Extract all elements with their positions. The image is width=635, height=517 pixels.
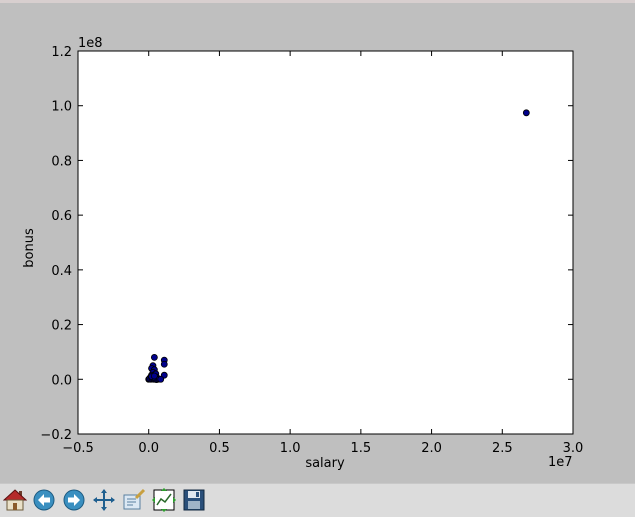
scatter-point	[522, 109, 530, 117]
scatter-point	[150, 353, 158, 361]
forward-arrow-icon	[63, 489, 85, 511]
home-icon	[3, 489, 27, 511]
window-top-border	[0, 0, 635, 3]
back-button[interactable]	[30, 486, 58, 514]
scatter-point	[160, 360, 168, 368]
save-button[interactable]	[180, 486, 208, 514]
y-offset-label: 1e8	[78, 36, 103, 51]
forward-button[interactable]	[60, 486, 88, 514]
x-tick-label: 1.0	[280, 441, 301, 456]
y-tick-label: 0.4	[51, 264, 72, 279]
x-axis-label: salary	[305, 456, 345, 471]
x-tick-label: 0.0	[138, 441, 159, 456]
subplots-config-icon	[152, 488, 176, 512]
scatter-chart: −0.2 0.0 0.2 0.4 0.6 0.8 1.0 1.2 −0.5 0.0 0.5 1.0 1…	[22, 36, 583, 471]
navigation-toolbar	[0, 483, 635, 517]
subplots-button[interactable]	[150, 486, 178, 514]
home-button[interactable]	[1, 486, 29, 514]
y-tick-label: 0.2	[51, 319, 72, 334]
x-tick-label: 2.0	[421, 441, 442, 456]
y-axis-ticks: −0.2 0.0 0.2 0.4 0.6 0.8 1.0 1.2	[40, 45, 573, 443]
x-tick-label: −0.5	[62, 441, 94, 456]
scatter-point	[157, 375, 165, 383]
y-tick-label: 0.6	[51, 209, 72, 224]
scatter-point	[150, 372, 158, 380]
y-tick-label: 1.2	[51, 45, 72, 60]
x-offset-label: 1e7	[548, 455, 573, 470]
y-axis-label: bonus	[22, 228, 37, 268]
zoom-button[interactable]	[120, 486, 148, 514]
x-tick-label: 2.5	[492, 441, 513, 456]
x-tick-label: 0.5	[209, 441, 230, 456]
scatter-points	[145, 109, 530, 383]
pan-button[interactable]	[90, 486, 118, 514]
save-disk-icon	[183, 489, 205, 511]
x-axis-ticks: −0.5 0.0 0.5 1.0 1.5 2.0 2.5 3.0	[62, 51, 583, 456]
axes-background	[77, 50, 574, 435]
y-tick-label: −0.2	[40, 428, 72, 443]
x-tick-label: 3.0	[563, 441, 584, 456]
x-tick-label: 1.5	[351, 441, 372, 456]
back-arrow-icon	[33, 489, 55, 511]
y-tick-label: 0.0	[51, 373, 72, 388]
y-tick-label: 0.8	[51, 154, 72, 169]
y-tick-label: 1.0	[51, 100, 72, 115]
zoom-rect-icon	[123, 488, 146, 510]
pan-move-icon	[93, 489, 115, 511]
figure-canvas: −0.2 0.0 0.2 0.4 0.6 0.8 1.0 1.2 −0.5 0.0 0.5 1.0 1…	[0, 3, 635, 481]
